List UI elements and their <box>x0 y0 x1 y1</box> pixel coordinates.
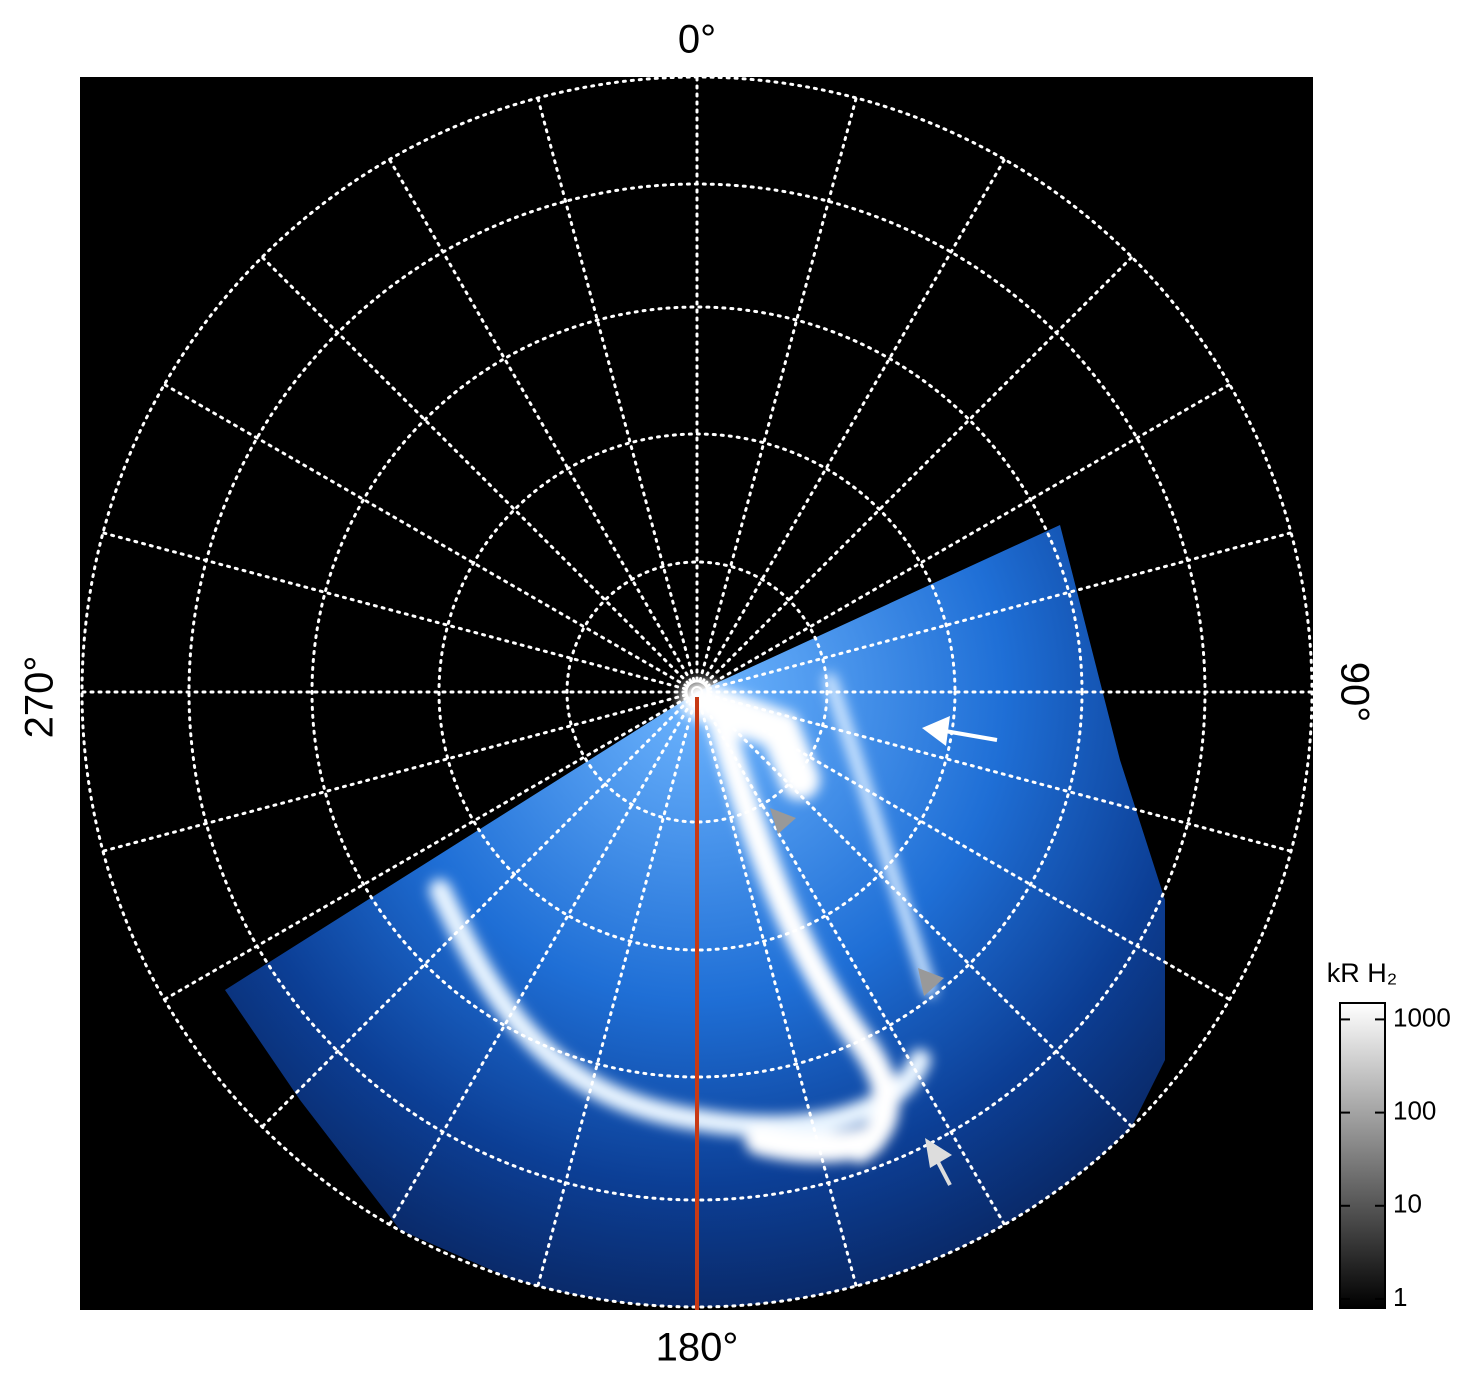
grid-spoke <box>388 700 693 1227</box>
angle-label-left: 270° <box>18 656 62 739</box>
colorbar-label: kR H₂ <box>1327 958 1397 988</box>
grid-spoke <box>703 255 1134 686</box>
colorbar-tick-label: 100 <box>1393 1095 1436 1125</box>
colorbar <box>1339 1002 1386 1309</box>
grid-spoke <box>707 531 1293 691</box>
colorbar-tick-label: 10 <box>1393 1189 1422 1219</box>
colorbar-tick-label: 1000 <box>1393 1002 1451 1032</box>
colorbar-tick-label: 1 <box>1393 1282 1407 1312</box>
grid-spoke <box>101 531 687 691</box>
arrows <box>770 716 998 1186</box>
grid-spoke <box>536 702 696 1288</box>
angle-label-right: 90° <box>1332 662 1376 723</box>
grid-circle <box>565 560 829 824</box>
grid-circle <box>310 305 1084 1079</box>
angle-label-bottom: 180° <box>656 1326 739 1370</box>
grid-spoke <box>260 698 691 1129</box>
angle-label-top: 0° <box>678 18 716 62</box>
grid-spoke <box>701 157 1006 684</box>
grid-spoke <box>705 383 1232 688</box>
grid-spoke <box>707 693 1293 853</box>
grid-spoke <box>698 96 858 682</box>
grid-spoke <box>260 255 691 686</box>
grid-circle <box>437 432 957 952</box>
grid-spoke <box>388 157 693 684</box>
polar-grid <box>80 75 1314 1309</box>
grid-spoke <box>162 696 689 1001</box>
grid-spoke <box>701 700 1006 1227</box>
grid-spoke <box>703 698 1134 1129</box>
grid-spoke <box>162 383 689 688</box>
grid-spoke <box>698 702 858 1288</box>
grid-spoke <box>536 96 696 682</box>
grid-spoke <box>101 693 687 853</box>
grid-spoke <box>705 696 1232 1001</box>
